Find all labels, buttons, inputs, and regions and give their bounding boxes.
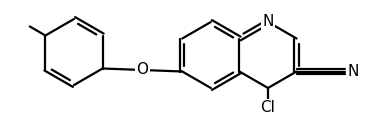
Text: Cl: Cl [261, 101, 276, 115]
Text: N: N [348, 64, 359, 79]
Text: N: N [262, 15, 274, 30]
Text: O: O [136, 63, 149, 78]
